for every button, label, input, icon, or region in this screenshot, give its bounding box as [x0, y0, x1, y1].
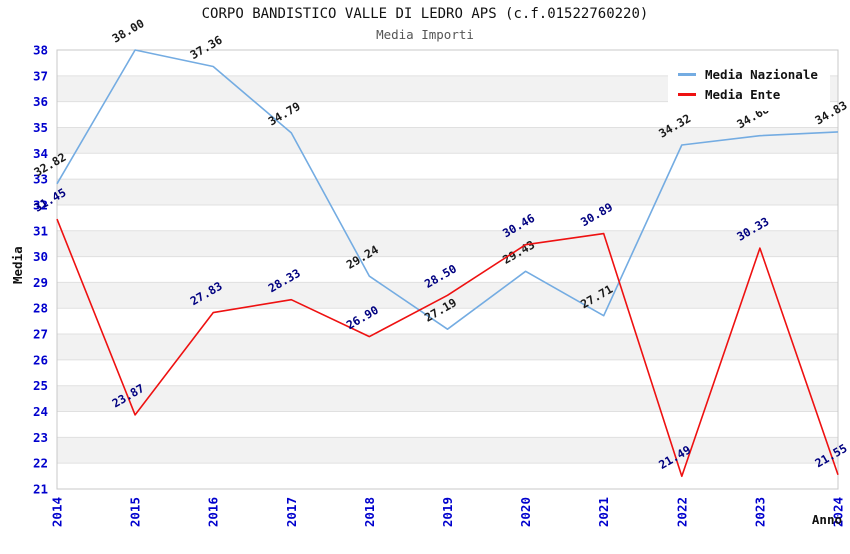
y-tick-label: 37 — [33, 68, 48, 83]
plot-band — [57, 256, 838, 283]
x-tick-label: 2020 — [518, 497, 533, 527]
plot-band — [57, 385, 838, 412]
legend-label: Media Ente — [705, 86, 781, 102]
plot-border — [56, 49, 839, 490]
y-tick-label: 28 — [33, 301, 48, 316]
legend-label: Media Nazionale — [705, 66, 818, 82]
y-tick-label: 34 — [33, 146, 48, 161]
y-tick-label: 38 — [33, 43, 48, 58]
y-tick-label: 36 — [33, 94, 48, 109]
x-tick-label: 2014 — [50, 497, 65, 527]
series-line-media-ente — [56, 218, 839, 478]
plot-band — [57, 411, 838, 438]
y-tick-label: 27 — [33, 327, 48, 342]
y-axis-title: Media — [10, 246, 25, 284]
x-tick-label: 2023 — [752, 497, 767, 527]
plot-band — [57, 204, 838, 231]
x-tick-label: 2019 — [440, 497, 455, 527]
plot-band — [57, 334, 838, 360]
y-tick-label: 23 — [33, 430, 48, 445]
legend: Media Nazionale Media Ente — [668, 57, 830, 111]
x-tick-label: 2017 — [284, 497, 299, 527]
y-tick-label: 26 — [33, 352, 48, 367]
y-tick-label: 24 — [33, 404, 48, 419]
y-tick-label: 29 — [33, 275, 48, 290]
plot-band — [57, 463, 838, 489]
plot-band — [57, 437, 838, 464]
y-tick-label: 25 — [33, 378, 48, 393]
chart-subtitle: Media Importi — [376, 27, 474, 42]
y-tick-label: 33 — [33, 172, 48, 187]
series-line-media-nazionale — [56, 49, 839, 331]
plot-band — [57, 230, 838, 257]
x-tick-label: 2016 — [206, 497, 221, 527]
y-tick-label: 21 — [33, 482, 48, 497]
plot-band — [57, 127, 838, 154]
x-tick-label: 2024 — [831, 497, 846, 527]
plot-band — [57, 153, 838, 180]
legend-line-swatch — [678, 92, 696, 96]
x-tick-label: 2022 — [674, 497, 689, 527]
y-tick-label: 35 — [33, 120, 48, 135]
legend-item: Media Nazionale — [678, 64, 818, 84]
chart-title: CORPO BANDISTICO VALLE DI LEDRO APS (c.f… — [201, 6, 649, 22]
y-tick-label: 32 — [33, 197, 48, 212]
legend-item: Media Ente — [678, 84, 818, 104]
y-tick-label: 31 — [33, 223, 48, 238]
x-tick-label: 2015 — [128, 497, 143, 527]
x-tick-label: 2018 — [362, 497, 377, 527]
plot-band — [57, 359, 838, 386]
legend-line-swatch — [678, 72, 696, 76]
x-tick-label: 2021 — [596, 497, 611, 527]
y-tick-label: 22 — [33, 456, 48, 471]
plot-band — [57, 179, 838, 205]
x-axis-title: Anno — [811, 512, 842, 527]
y-tick-label: 30 — [33, 249, 48, 264]
